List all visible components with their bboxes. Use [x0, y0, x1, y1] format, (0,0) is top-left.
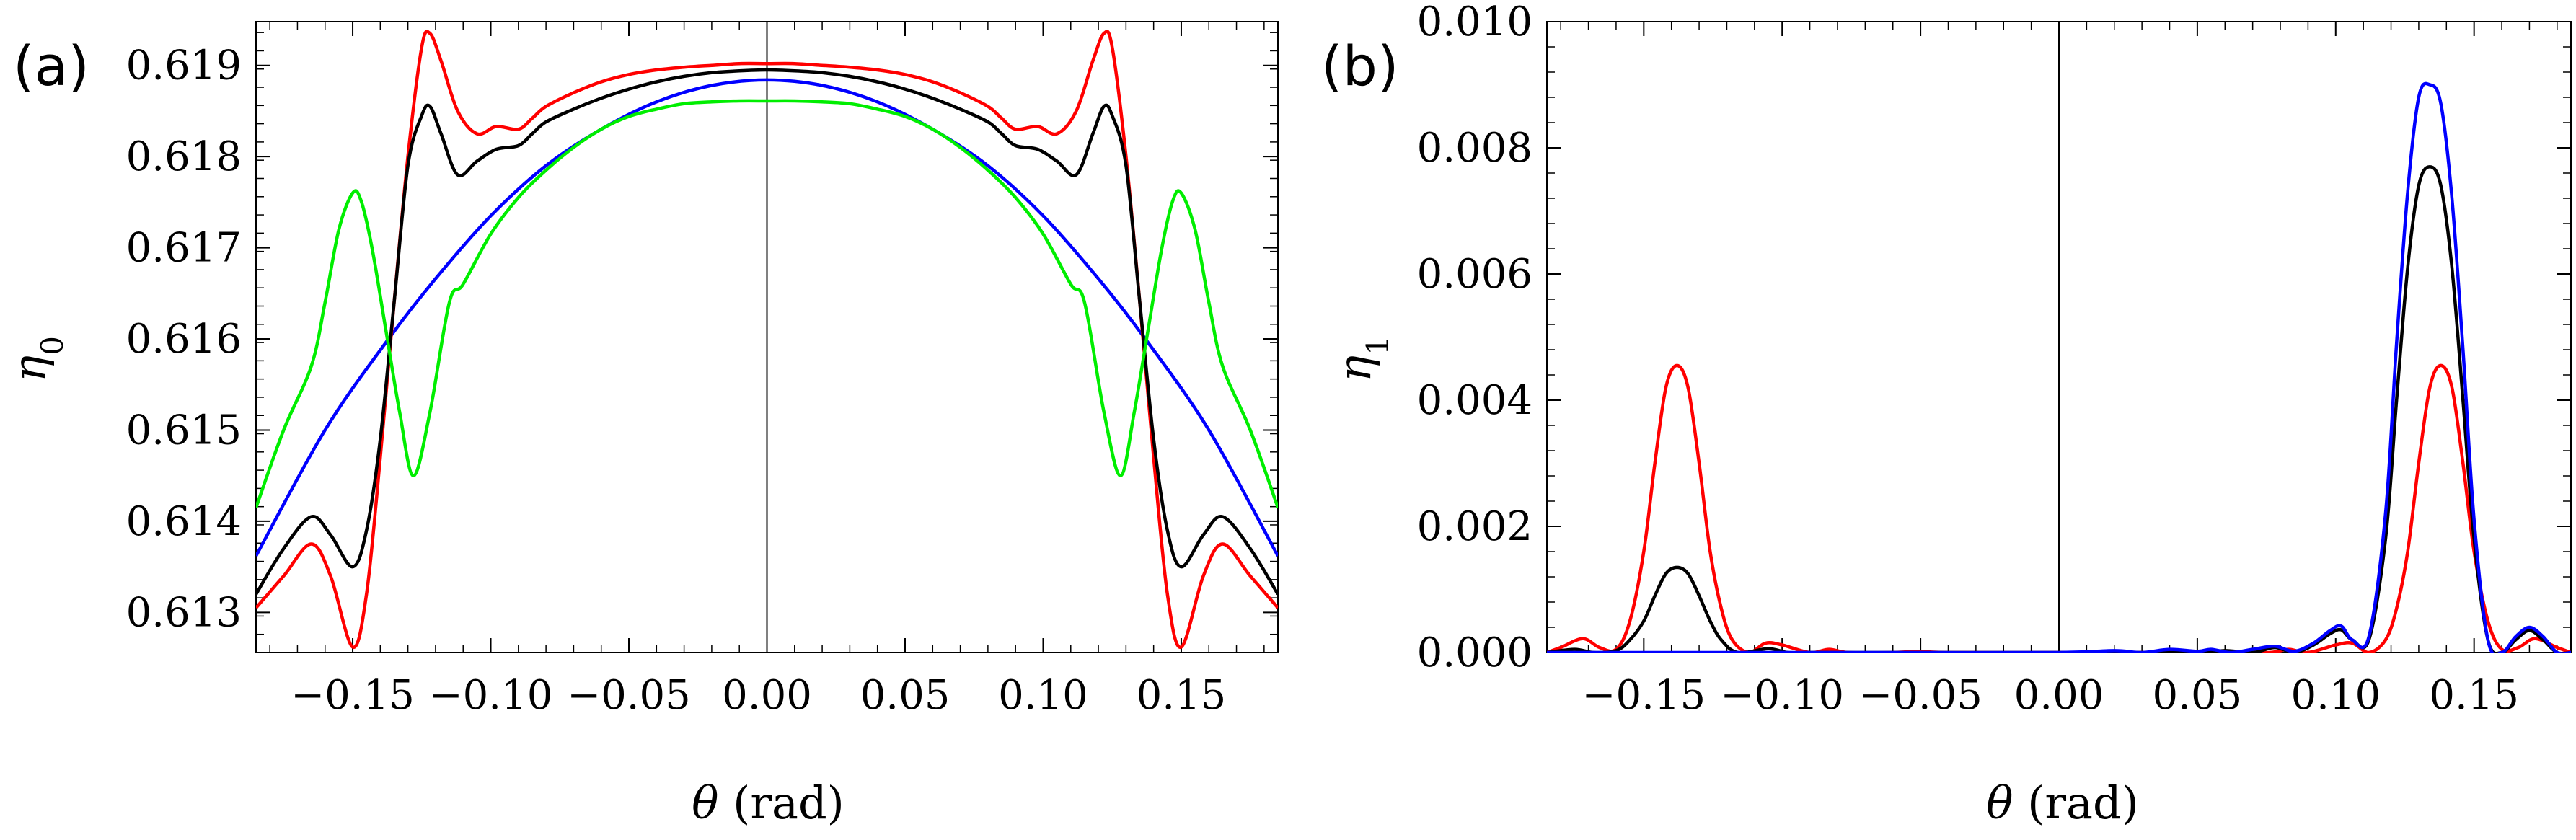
y-tick-label-a: 0.619 [126, 43, 242, 89]
series-line-blue-b [1547, 81, 2571, 653]
y-tick-label-a: 0.618 [126, 133, 242, 180]
series-line-black-a [256, 68, 1278, 596]
y-axis-title-text-a: η0 [3, 336, 70, 382]
y-tick-label-b: 0.002 [1417, 503, 1532, 550]
y-axis-title-b: η1 [1328, 336, 1395, 382]
y-tick-label-b: 0.010 [1417, 0, 1532, 45]
series-line-blue-a [256, 78, 1278, 557]
y-axis-title-text-b: η1 [1328, 336, 1395, 382]
panel-label-a: (a) [13, 34, 89, 98]
series-line-red-b [1547, 363, 2571, 653]
x-tick-label-b: 0.15 [2429, 672, 2519, 719]
x-tick-label-a: 0.15 [1137, 672, 1227, 719]
y-tick-label-a: 0.616 [126, 316, 242, 363]
x-axis-title-b: θ (rad) [1986, 777, 2139, 829]
x-tick-label-b: 0.05 [2153, 672, 2243, 719]
x-tick-label-a: 0.10 [998, 672, 1088, 719]
y-tick-label-a: 0.615 [126, 407, 242, 454]
x-tick-label-a: −0.15 [291, 672, 415, 719]
x-tick-label-b: 0.10 [2290, 672, 2381, 719]
panel-label-b: (b) [1321, 34, 1399, 98]
x-tick-label-b: 0.00 [2014, 672, 2104, 719]
x-tick-label-a: 0.00 [722, 672, 812, 719]
y-tick-label-a: 0.614 [126, 498, 242, 545]
y-tick-label-b: 0.006 [1417, 251, 1532, 298]
y-tick-label-a: 0.617 [126, 225, 242, 272]
x-axis-title-a: θ (rad) [692, 777, 844, 829]
x-tick-label-a: −0.05 [567, 672, 691, 719]
x-tick-label-b: −0.15 [1582, 672, 1706, 719]
series-line-green-a [256, 99, 1278, 508]
x-tick-label-a: 0.05 [860, 672, 950, 719]
panel-a: η0 (a) θ (rad) −0.15 −0.10 −0.05 0.00 0.05 0.… [3, 21, 1279, 829]
y-tick-label-b: 0.000 [1417, 629, 1532, 676]
y-tick-label-a: 0.613 [126, 589, 242, 636]
y-axis-title-a: η0 [3, 336, 70, 382]
x-tick-label-b: −0.05 [1858, 672, 1982, 719]
x-tick-label-b: −0.10 [1720, 672, 1844, 719]
y-tick-label-b: 0.004 [1417, 377, 1532, 424]
series-line-black-b [1547, 165, 2571, 653]
panel-b: η1 (b) θ (rad) −0.15 −0.10 −0.05 0.00 0.05 0.… [1321, 0, 2572, 829]
y-tick-label-b: 0.008 [1417, 125, 1532, 172]
x-tick-label-a: −0.10 [429, 672, 553, 719]
